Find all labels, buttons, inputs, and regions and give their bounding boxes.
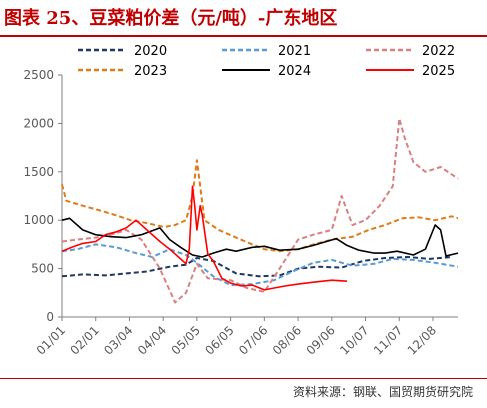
- title-underline: [0, 35, 487, 37]
- y-tick-label: 2500: [23, 68, 54, 82]
- y-tick-label: 2000: [23, 116, 54, 130]
- x-tick-label: 05/05: [169, 323, 203, 357]
- y-tick-label: 0: [46, 310, 54, 324]
- series-line-2020: [61, 256, 452, 278]
- line-chart: 0 500 1000 1500 2000 2500 01/01 02/01 03/04 04/04…: [23, 44, 459, 358]
- source-note: 资料来源：钢联、国贸期货研究院: [292, 385, 473, 399]
- x-tick-label: 02/01: [67, 323, 101, 357]
- series-line-2023: [61, 159, 459, 253]
- source-divider: [0, 378, 487, 379]
- legend-label-2023: 2023: [134, 64, 167, 79]
- x-tick-label: 04/04: [135, 323, 169, 357]
- series-line-2021: [61, 243, 459, 287]
- series-line-2022: [61, 117, 459, 304]
- x-tick-label: 12/08: [405, 323, 439, 357]
- title-bar: 图表 25、豆菜粕价差（元/吨）-广东地区: [0, 0, 487, 40]
- chart-area: 0 500 1000 1500 2000 2500 01/01 02/01 03/04 04/04…: [0, 38, 487, 378]
- series-line-2025: [61, 185, 348, 291]
- legend-label-2024: 2024: [278, 64, 311, 79]
- y-tick-label: 1500: [23, 165, 54, 179]
- chart-title: 图表 25、豆菜粕价差（元/吨）-广东地区: [4, 8, 338, 29]
- x-tick-label: 03/04: [101, 323, 135, 357]
- x-tick-label: 08/06: [270, 323, 304, 357]
- legend-label-2022: 2022: [422, 44, 455, 59]
- x-tick-label: 07/06: [236, 323, 270, 357]
- legend-label-2020: 2020: [134, 44, 167, 59]
- x-tick-label: 11/07: [371, 323, 405, 357]
- y-tick-label: 1000: [23, 213, 54, 227]
- y-tick-label: 500: [31, 262, 54, 276]
- series-line-2024: [61, 217, 459, 258]
- x-tick-label: 09/06: [304, 323, 338, 357]
- x-tick-label: 01/01: [34, 323, 68, 357]
- x-tick-label: 10/07: [337, 323, 371, 357]
- legend-label-2021: 2021: [278, 44, 311, 59]
- x-tick-label: 06/05: [202, 323, 236, 357]
- legend-label-2025: 2025: [422, 64, 455, 79]
